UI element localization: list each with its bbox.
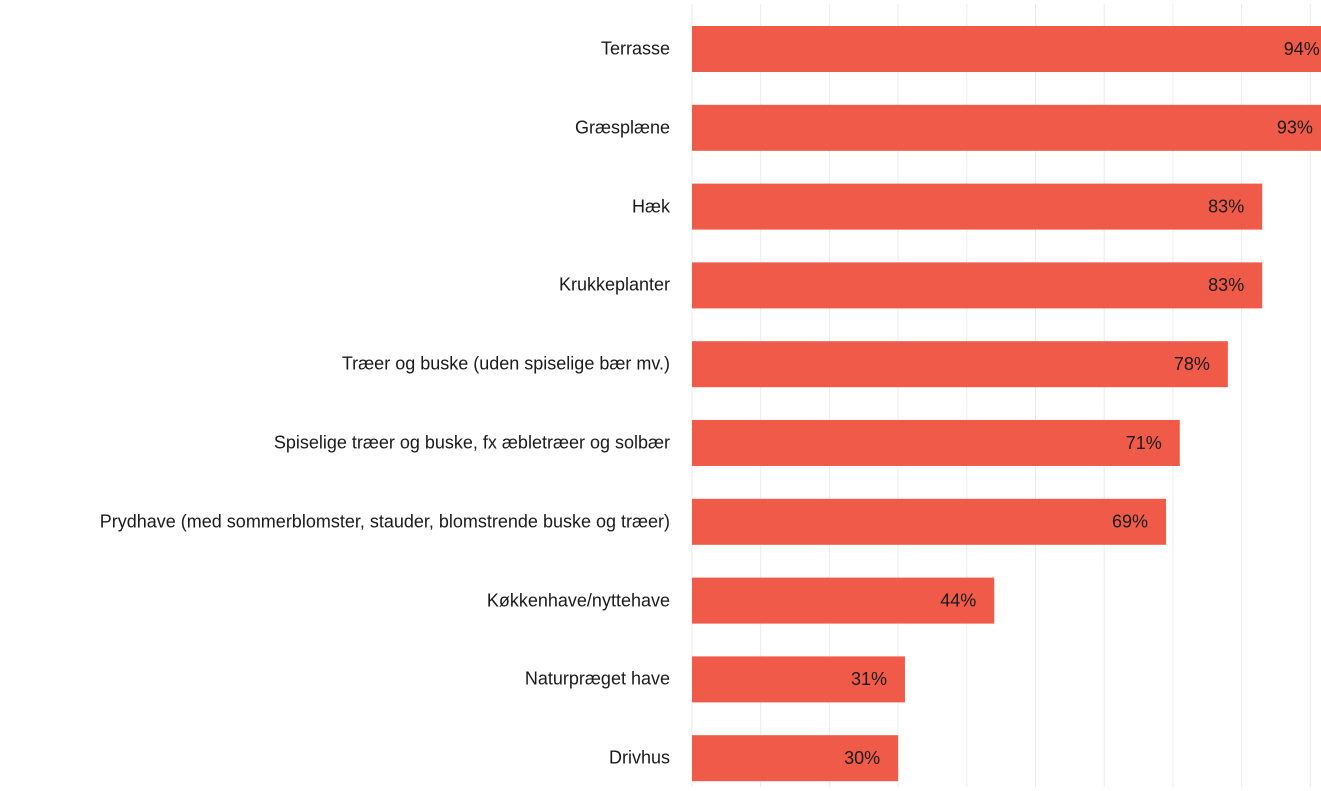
value-label: 94%	[1284, 39, 1320, 59]
value-label: 93%	[1277, 118, 1313, 138]
bar	[692, 26, 1321, 72]
value-label: 78%	[1174, 354, 1210, 374]
bar	[692, 341, 1228, 388]
category-label: Terrasse	[600, 38, 670, 59]
bar	[692, 577, 995, 624]
category-label: Drivhus	[608, 747, 670, 768]
bar	[692, 656, 905, 703]
bar	[692, 735, 899, 782]
value-label: 69%	[1112, 512, 1148, 532]
category-label: Køkkenhave/nyttehave	[486, 590, 670, 611]
bar	[692, 183, 1263, 230]
bar	[692, 498, 1167, 545]
value-label: 71%	[1126, 433, 1162, 453]
category-label: Naturpræget have	[524, 668, 670, 689]
value-label: 30%	[844, 748, 880, 768]
bar	[692, 104, 1321, 151]
value-label: 44%	[940, 590, 976, 610]
category-label: Krukkeplanter	[558, 274, 670, 295]
bar	[692, 262, 1263, 309]
value-label: 31%	[851, 669, 887, 689]
value-label: 83%	[1208, 275, 1244, 295]
category-label: Prydhave (med sommerblomster, stauder, b…	[99, 511, 670, 532]
value-label: 83%	[1208, 196, 1244, 216]
bar	[692, 420, 1180, 466]
category-label: Hæk	[631, 196, 670, 217]
category-label: Græsplæne	[574, 117, 670, 138]
category-label: Træer og buske (uden spiselige bær mv.)	[341, 353, 670, 374]
category-label: Spiselige træer og buske, fx æbletræer o…	[273, 432, 670, 453]
